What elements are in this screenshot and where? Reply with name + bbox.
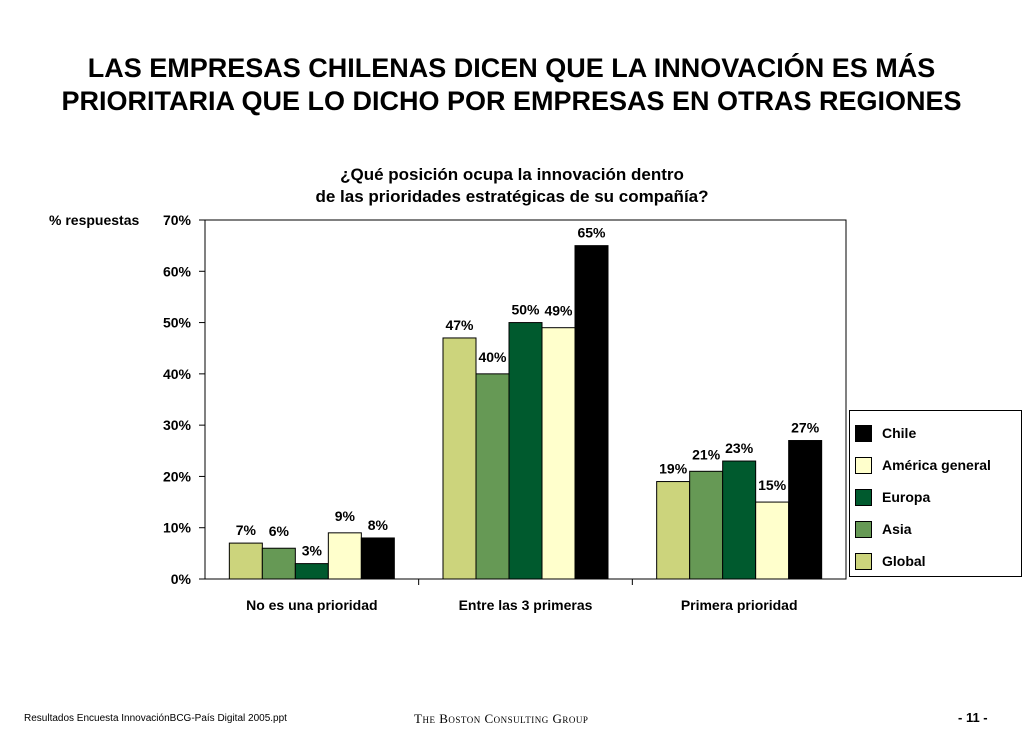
data-label: 65% bbox=[577, 225, 606, 241]
data-label: 7% bbox=[236, 522, 257, 538]
bar-europa bbox=[294, 563, 329, 580]
bar-américa-general bbox=[327, 532, 362, 580]
data-label: 3% bbox=[302, 543, 323, 559]
chart-title-line2: de las prioridades estratégicas de su co… bbox=[315, 187, 709, 206]
x-tick-label: Entre las 3 primeras bbox=[459, 597, 593, 613]
chart-title-line1: ¿Qué posición ocupa la innovación dentro bbox=[340, 165, 684, 184]
data-label: 15% bbox=[758, 477, 787, 493]
legend-item: Chile bbox=[855, 424, 916, 442]
y-tick-label: 30% bbox=[163, 417, 192, 433]
slide-title: LAS EMPRESAS CHILENAS DICEN QUE LA INNOV… bbox=[0, 52, 1023, 118]
x-tick-label: Primera prioridad bbox=[681, 597, 798, 613]
legend-swatch bbox=[855, 456, 872, 474]
bar-chile bbox=[788, 440, 823, 580]
y-tick-label: 50% bbox=[163, 315, 192, 331]
legend-label: Asia bbox=[882, 521, 912, 537]
y-tick-label: 20% bbox=[163, 468, 192, 484]
y-tick-label: 70% bbox=[163, 212, 192, 228]
legend-label: América general bbox=[882, 457, 991, 473]
legend-label: Europa bbox=[882, 489, 931, 505]
y-tick-label: 60% bbox=[163, 263, 192, 279]
data-label: 6% bbox=[269, 523, 290, 539]
footer-page-number: - 11 - bbox=[958, 710, 988, 725]
bar-global bbox=[228, 542, 263, 580]
chart-legend: Chile América general Europa Asia Global bbox=[849, 410, 1022, 577]
legend-item: Global bbox=[855, 552, 926, 570]
data-label: 50% bbox=[511, 302, 540, 318]
bar-asia bbox=[475, 373, 510, 580]
slide-title-line1: LAS EMPRESAS CHILENAS DICEN QUE LA INNOV… bbox=[87, 53, 936, 83]
data-label: 23% bbox=[725, 440, 754, 456]
footer-filename: Resultados Encuesta InnovaciónBCG-País D… bbox=[24, 713, 287, 724]
legend-swatch bbox=[855, 488, 872, 506]
data-label: 27% bbox=[791, 420, 820, 436]
bar-europa bbox=[508, 322, 543, 580]
legend-item: Europa bbox=[855, 488, 930, 506]
y-axis-label: % respuestas bbox=[49, 212, 140, 228]
legend-label: Chile bbox=[882, 425, 917, 441]
bar-américa-general bbox=[541, 327, 576, 580]
legend-swatch bbox=[855, 424, 872, 442]
bar-global bbox=[442, 337, 477, 580]
legend-label: Global bbox=[882, 553, 926, 569]
data-label: 8% bbox=[368, 517, 389, 533]
y-tick-label: 10% bbox=[163, 520, 192, 536]
slide-title-line2: PRIORITARIA QUE LO DICHO POR EMPRESAS EN… bbox=[61, 86, 962, 116]
data-label: 21% bbox=[692, 446, 721, 462]
legend-item: América general bbox=[855, 456, 991, 474]
bar-asia bbox=[689, 470, 724, 580]
data-label: 9% bbox=[335, 508, 356, 524]
y-tick-label: 40% bbox=[163, 366, 192, 382]
bar-chile bbox=[360, 537, 395, 580]
y-tick-label: 0% bbox=[171, 571, 192, 587]
bar-chile bbox=[574, 245, 609, 580]
data-label: 49% bbox=[544, 303, 573, 319]
legend-swatch bbox=[855, 520, 872, 538]
chart-title: ¿Qué posición ocupa la innovación dentro… bbox=[262, 164, 762, 208]
data-label: 47% bbox=[445, 317, 474, 333]
bar-américa-general bbox=[755, 501, 790, 580]
x-tick-label: No es una prioridad bbox=[246, 597, 377, 613]
legend-item: Asia bbox=[855, 520, 912, 538]
bar-europa bbox=[722, 460, 757, 580]
legend-swatch bbox=[855, 552, 872, 570]
bar-global bbox=[656, 481, 691, 580]
data-label: 40% bbox=[478, 349, 507, 365]
data-label: 19% bbox=[659, 461, 688, 477]
bar-asia bbox=[261, 547, 296, 580]
footer-company: The Boston Consulting Group bbox=[414, 711, 589, 726]
